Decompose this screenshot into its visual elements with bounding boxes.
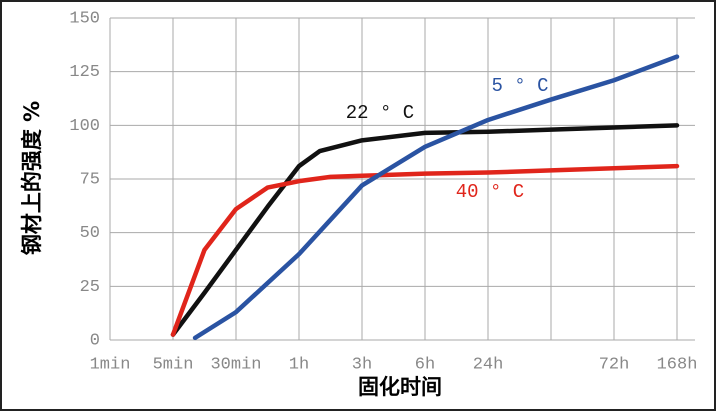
x-axis-label: 固化时间	[358, 375, 442, 399]
y-tick-label: 125	[69, 63, 100, 82]
x-tick-label: 3h	[352, 355, 372, 374]
x-tick-label: 24h	[473, 355, 504, 374]
x-tick-label: 5min	[153, 355, 194, 374]
y-tick-label: 25	[80, 278, 100, 297]
series-label: 40 ° C	[456, 181, 524, 203]
series-label: 5 ° C	[491, 75, 548, 97]
x-tick-label: 72h	[599, 355, 630, 374]
x-tick-label: 6h	[415, 355, 435, 374]
y-tick-label: 150	[69, 9, 100, 28]
y-tick-label: 0	[90, 331, 100, 350]
series-line	[170, 123, 680, 337]
series-line	[170, 163, 680, 337]
series-label: 22 ° C	[346, 102, 414, 124]
y-tick-label: 75	[80, 170, 100, 189]
x-tick-label: 1h	[289, 355, 309, 374]
series-line	[192, 54, 680, 341]
y-axis-label: 钢材上的强度 %	[20, 101, 44, 255]
x-tick-label: 168h	[657, 355, 698, 374]
x-tick-label: 30min	[210, 355, 261, 374]
y-tick-label: 50	[80, 224, 100, 243]
y-tick-label: 100	[69, 117, 100, 136]
x-tick-label: 1min	[90, 355, 131, 374]
